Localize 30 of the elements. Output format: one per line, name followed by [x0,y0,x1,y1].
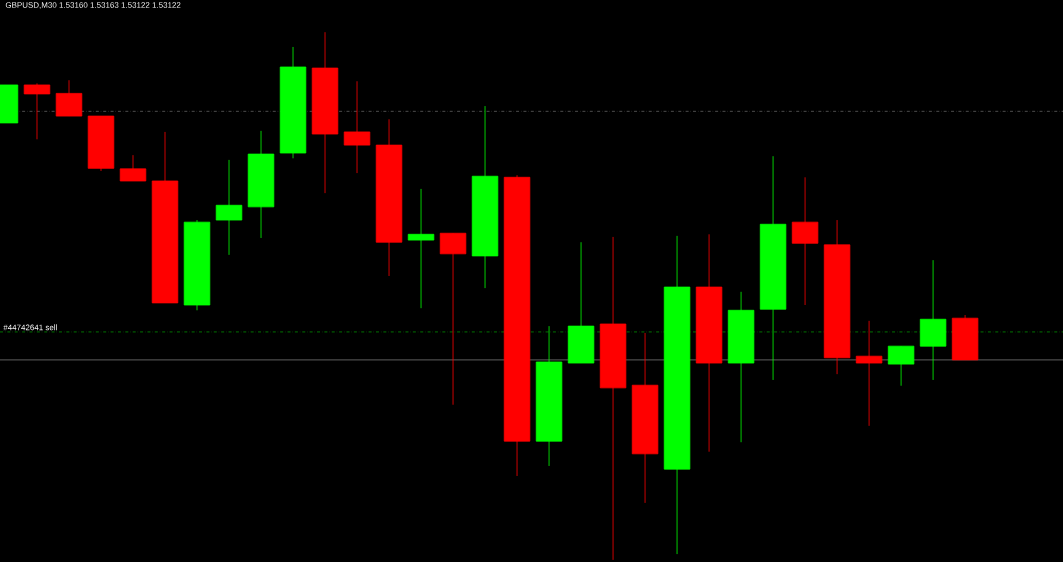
candlestick [951,314,979,361]
candlestick [503,174,531,477]
candlestick [215,159,243,256]
candlestick [183,219,211,311]
candlestick [23,82,51,140]
candlestick [375,118,403,277]
candlestick [535,325,563,467]
candlestick [311,31,339,194]
candlestick [119,154,147,182]
candlestick [855,320,883,427]
candlestick [407,188,435,309]
candlestick [919,259,947,381]
candlestick [343,80,371,174]
candlestick [151,131,179,304]
candlestick [439,232,467,406]
candlestick [631,332,659,504]
candlestick [823,219,851,375]
candlestick [87,115,115,172]
candlestick [599,236,627,561]
candlestick [471,105,499,289]
candlestick [759,155,787,381]
candlestick [695,233,723,453]
candlestick [567,241,595,364]
candlestick [279,46,307,159]
candlestick [727,291,755,443]
candlestick [55,79,83,117]
candlestick [887,345,915,387]
candlestick [791,176,819,306]
candlestick [247,130,275,239]
candlestick [663,235,691,555]
